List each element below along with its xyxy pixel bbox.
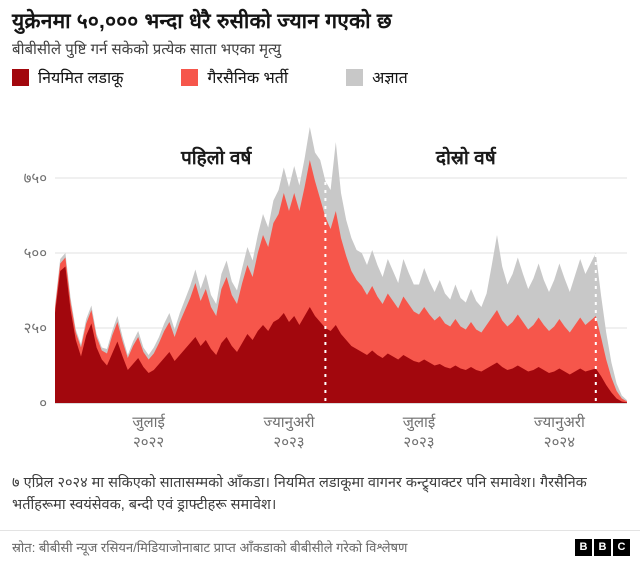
x-tick-year: २०२३	[273, 434, 304, 451]
y-tick-label: ०	[39, 395, 47, 412]
legend-label: अज्ञात	[372, 70, 408, 87]
bbc-logo-letter: C	[613, 538, 630, 556]
chart-footnote: ७ एप्रिल २०२४ मा सकिएको सातासम्मको आँकडा…	[12, 475, 587, 513]
legend-swatch	[181, 68, 199, 86]
x-tick-month: ज्यानुअरी	[264, 413, 316, 432]
x-tick-month: ज्यानुअरी	[534, 413, 586, 432]
x-tick-year: २०२२	[133, 434, 164, 451]
source-label: स्रोत: बीबीसी न्यूज रसियन/मिडियाजोनाबाट …	[12, 540, 408, 555]
y-tick-label: ७५०	[24, 170, 47, 187]
legend-swatch	[346, 68, 364, 86]
legend-label: गैरसैनिक भर्ती	[207, 70, 289, 87]
bbc-logo-letter: B	[594, 538, 611, 556]
area-series-0	[55, 266, 627, 403]
y-tick-label: ५००	[24, 245, 47, 262]
page-subtitle: बीबीसीले पुष्टि गर्न सकेको प्रत्येक साता…	[12, 41, 282, 58]
legend-item: नियमित लडाकू	[12, 66, 123, 88]
divider-line	[0, 530, 640, 531]
legend-item: गैरसैनिक भर्ती	[181, 66, 288, 88]
legend-label: नियमित लडाकू	[38, 70, 124, 87]
x-tick-year: २०२३	[403, 434, 434, 451]
stacked-area-chart: ० २५० ५०० ७५० पहिलो वर्ष दोस्रो वर्ष जुलाई २०२२…	[24, 127, 627, 451]
y-tick-label: २५०	[24, 320, 47, 337]
chart-legend: नियमित लडाकू गैरसैनिक भर्ती अज्ञात	[12, 66, 408, 88]
x-tick-year: २०२४	[544, 434, 575, 451]
x-tick-month: जुलाई	[132, 413, 166, 432]
page-title: युक्रेनमा ५०,००० भन्दा धेरै रुसीको ज्यान…	[12, 10, 392, 33]
bbc-logo: B B C	[575, 538, 630, 556]
legend-swatch	[12, 68, 29, 86]
bbc-logo-letter: B	[575, 538, 592, 556]
annotation-label: दोस्रो वर्ष	[435, 146, 497, 169]
x-tick-month: जुलाई	[403, 413, 437, 432]
legend-item: अज्ञात	[346, 66, 408, 88]
source-row: स्रोत: बीबीसी न्यूज रसियन/मिडियाजोनाबाट …	[12, 536, 630, 558]
annotation-label: पहिलो वर्ष	[180, 146, 252, 169]
